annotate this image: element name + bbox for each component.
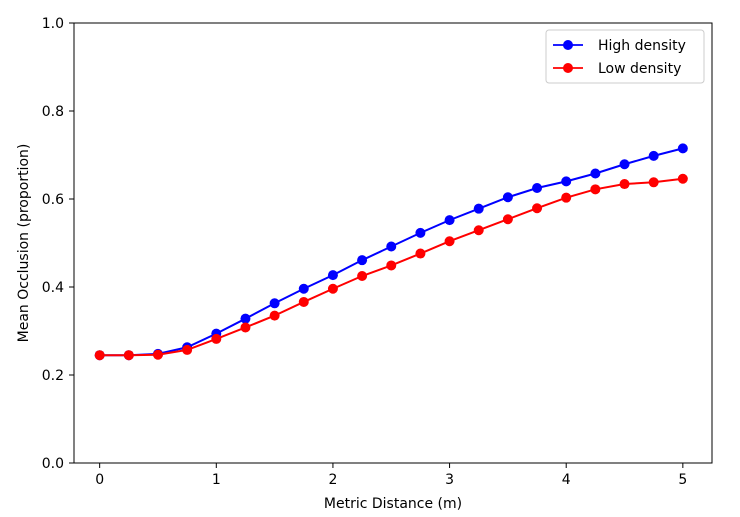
data-point-high-density <box>327 270 338 281</box>
data-point-low-density <box>444 236 455 247</box>
data-point-low-density <box>123 350 134 361</box>
data-point-low-density <box>211 333 222 344</box>
x-axis-label: Metric Distance (m) <box>324 496 462 512</box>
x-axis-ticks: 0 1 2 3 4 5 <box>95 463 687 488</box>
data-point-low-density <box>648 177 659 188</box>
legend-box <box>545 29 705 84</box>
legend-marker-low-density <box>563 63 573 73</box>
data-point-high-density <box>444 215 455 226</box>
data-point-high-density <box>619 159 630 170</box>
x-tick-label: 3 <box>445 472 454 488</box>
data-point-high-density <box>415 227 426 238</box>
data-point-low-density <box>298 296 309 307</box>
x-tick-label: 5 <box>678 472 687 488</box>
data-point-low-density <box>561 192 572 203</box>
data-point-high-density <box>532 183 543 193</box>
data-point-high-density <box>561 176 572 187</box>
data-point-low-density <box>357 271 368 281</box>
data-point-low-density <box>182 344 193 355</box>
legend-marker-high-density <box>563 40 573 50</box>
data-point-low-density <box>415 248 426 259</box>
x-tick-label: 2 <box>328 472 337 488</box>
data-point-high-density <box>648 150 659 161</box>
legend-label-high-density: High density <box>598 38 686 54</box>
data-point-low-density <box>327 283 338 294</box>
data-point-high-density <box>590 168 601 179</box>
data-point-high-density <box>240 313 251 324</box>
data-point-low-density <box>502 214 513 225</box>
data-point-high-density <box>386 241 397 252</box>
data-point-low-density <box>94 350 105 361</box>
y-tick-label: 0.2 <box>42 368 64 384</box>
y-tick-label: 0.8 <box>42 104 64 120</box>
data-point-low-density <box>269 310 280 321</box>
data-point-high-density <box>473 203 484 214</box>
y-tick-label: 0.4 <box>42 280 64 296</box>
x-tick-label: 4 <box>562 472 571 488</box>
data-point-high-density <box>357 255 368 266</box>
data-point-low-density <box>240 322 251 333</box>
y-axis-label: Mean Occlusion (proportion) <box>16 144 32 343</box>
data-point-low-density <box>152 349 163 360</box>
data-point-high-density <box>298 283 309 294</box>
series-layer <box>94 143 688 361</box>
x-tick-label: 1 <box>212 472 221 488</box>
data-point-low-density <box>473 225 484 236</box>
data-point-low-density <box>532 203 543 214</box>
legend: High density Low density <box>545 29 705 84</box>
x-tick-label: 0 <box>95 472 104 488</box>
data-point-high-density <box>269 298 280 309</box>
y-tick-label: 0.6 <box>42 192 64 208</box>
data-point-low-density <box>677 173 688 184</box>
data-point-low-density <box>386 260 397 271</box>
data-point-high-density <box>677 143 688 154</box>
legend-label-low-density: Low density <box>598 61 681 77</box>
data-point-low-density <box>590 184 601 195</box>
y-axis-ticks: 0.0 0.2 0.4 0.6 0.8 1.0 <box>42 16 74 472</box>
y-tick-label: 1.0 <box>42 16 64 32</box>
data-point-low-density <box>619 179 630 190</box>
data-point-high-density <box>502 192 513 203</box>
y-tick-label: 0.0 <box>42 456 64 472</box>
